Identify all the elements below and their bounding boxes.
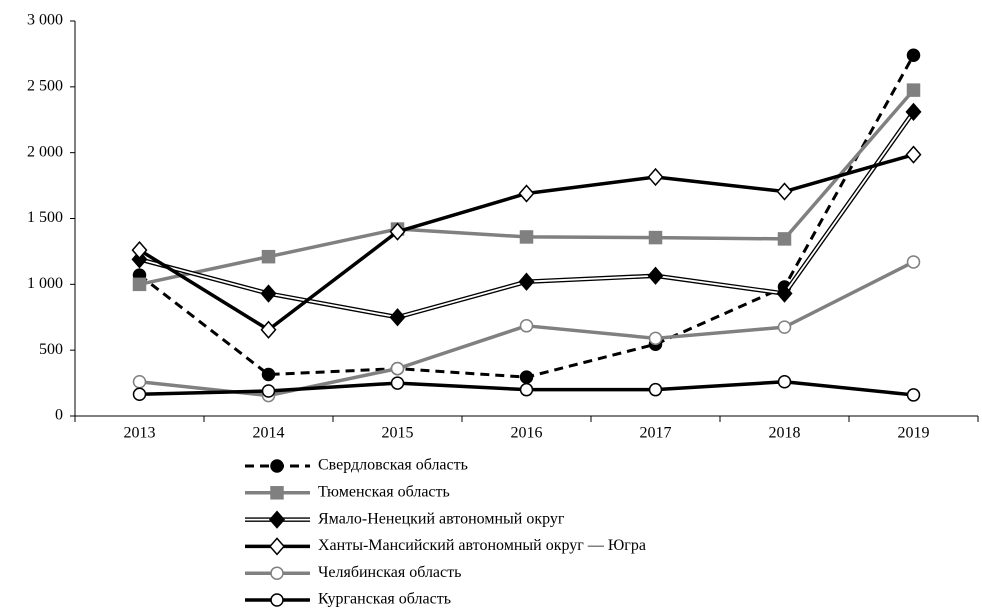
marker [777, 375, 792, 389]
marker [519, 230, 534, 244]
legend-label: Ханты-Мансийский автономный округ — Югра [318, 537, 646, 554]
legend-label: Курганская область [318, 591, 451, 608]
marker [260, 284, 277, 303]
marker [132, 375, 147, 389]
marker [390, 361, 405, 376]
marker [906, 83, 921, 97]
marker [261, 367, 276, 382]
y-tick-label: 2 000 [27, 143, 63, 160]
y-tick-label: 0 [55, 407, 63, 424]
x-tick-label: 2017 [640, 425, 672, 442]
marker [389, 222, 406, 241]
marker [777, 320, 792, 334]
y-tick-label: 3 000 [27, 12, 63, 29]
marker [131, 250, 148, 269]
y-tick-label: 1 500 [27, 209, 63, 226]
x-tick-label: 2014 [253, 425, 285, 442]
marker [905, 102, 922, 121]
marker [132, 387, 147, 402]
marker [906, 255, 921, 269]
marker [390, 376, 405, 390]
x-tick-label: 2018 [769, 425, 801, 442]
marker [647, 167, 664, 187]
y-tick-label: 2 500 [27, 78, 63, 95]
legend-label: Челябинская область [318, 564, 461, 581]
marker [519, 370, 534, 384]
marker [647, 266, 664, 285]
marker [389, 308, 406, 327]
marker [131, 240, 148, 260]
x-tick-label: 2013 [124, 425, 156, 442]
marker [269, 537, 285, 556]
marker [906, 388, 921, 402]
marker [269, 510, 285, 529]
marker [260, 320, 277, 339]
marker [905, 145, 922, 164]
marker [906, 48, 921, 62]
marker [519, 319, 534, 333]
legend-label: Свердловская область [318, 457, 468, 474]
marker [648, 230, 663, 245]
marker [776, 182, 793, 201]
marker [519, 382, 534, 397]
x-tick-label: 2016 [511, 425, 543, 442]
marker [648, 382, 663, 397]
marker [261, 384, 276, 398]
x-tick-label: 2019 [898, 425, 930, 442]
marker [776, 284, 793, 303]
y-tick-label: 500 [39, 341, 63, 358]
marker [132, 277, 147, 292]
legend-label: Тюменская область [318, 483, 450, 500]
marker [648, 331, 663, 346]
marker [518, 184, 535, 203]
x-tick-label: 2015 [382, 425, 414, 442]
marker [777, 232, 792, 246]
marker [270, 566, 284, 580]
marker [270, 459, 284, 473]
marker [261, 249, 276, 264]
y-tick-label: 1 000 [27, 275, 63, 292]
marker [270, 593, 284, 607]
marker [518, 272, 535, 291]
legend-label: Ямало-Ненецкий автономный округ [318, 510, 565, 527]
marker [270, 486, 284, 500]
